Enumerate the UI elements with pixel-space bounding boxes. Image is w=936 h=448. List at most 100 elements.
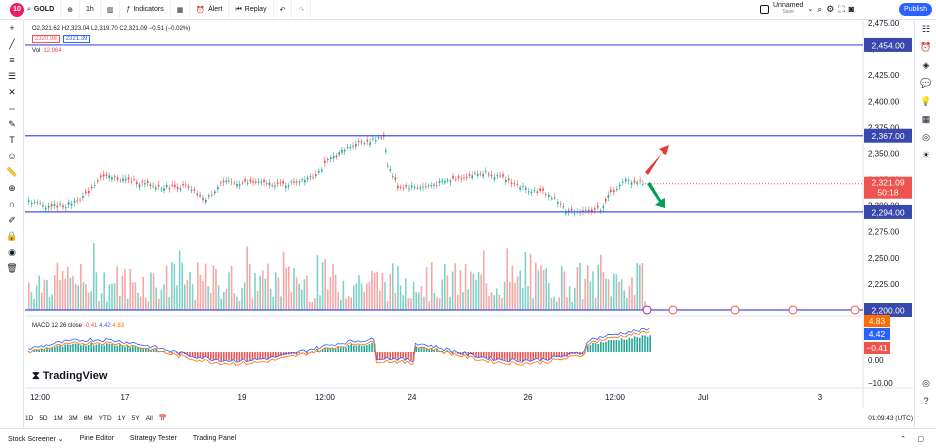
event-marker-icon[interactable] [642, 305, 652, 315]
candle-body [82, 195, 84, 198]
lock-icon[interactable]: 🔒 [6, 230, 18, 241]
goto-date-icon[interactable]: 📅 [158, 415, 167, 422]
price-tag-line4[interactable] [864, 303, 912, 317]
fib-icon[interactable]: ☰ [7, 70, 17, 81]
tab-stock-screener[interactable]: Stock Screener ⌄ [8, 435, 64, 443]
help-icon[interactable]: ? [923, 396, 929, 406]
user-avatar[interactable]: 10 [10, 2, 24, 17]
eye-icon[interactable]: ◉ [8, 246, 16, 257]
chat-icon[interactable]: 💬 [920, 77, 932, 88]
crosshair-icon[interactable]: + [9, 23, 15, 33]
trend-line-icon[interactable]: ╱ [9, 38, 15, 49]
gear-icon[interactable]: ⚙ [826, 3, 835, 14]
camera-icon[interactable]: ◙ [848, 4, 855, 14]
range-5d[interactable]: 5D [39, 414, 48, 422]
bid-box[interactable]: 2320.98 [32, 35, 60, 43]
macd-hist-bar [233, 352, 235, 360]
event-marker-icon[interactable] [850, 305, 860, 315]
candle-body [527, 191, 530, 193]
event-marker-icon[interactable] [788, 305, 798, 315]
signal-icon[interactable]: ◎ [922, 131, 930, 142]
undo-button[interactable]: ↶ [274, 0, 293, 20]
price-tag-line3[interactable] [864, 204, 912, 219]
utc-clock[interactable]: 01:09:43 (UTC) [868, 414, 913, 422]
symbol-search[interactable]: 10 ⌕ GOLD [0, 0, 62, 20]
tab-pine-editor[interactable]: Pine Editor [79, 435, 114, 442]
range-3m[interactable]: 3M [68, 414, 78, 422]
publish-button[interactable]: Publish [899, 3, 932, 16]
event-marker-icon[interactable] [730, 305, 740, 315]
alerts-icon[interactable]: ⏰ [920, 41, 932, 52]
macd-hist-bar [389, 352, 391, 360]
indicators-button[interactable]: ƒ Indicators [120, 0, 171, 20]
layers-icon[interactable]: ◈ [922, 59, 930, 70]
layout-name[interactable]: Unnamed Save [773, 2, 803, 16]
price-tag-line2[interactable] [864, 128, 912, 143]
range-ytd[interactable]: YTD [98, 414, 112, 422]
candle-body [343, 149, 346, 152]
range-1m[interactable]: 1M [53, 414, 63, 422]
compare-button[interactable]: ⊕ [61, 0, 81, 20]
volume-bar [511, 265, 514, 310]
price-tag-line1[interactable] [864, 37, 912, 52]
range-1d[interactable]: 1D [25, 414, 34, 422]
chart-canvas[interactable]: 2,475.002,450.002,425.002,400.002,375.00… [25, 20, 913, 408]
magnet-icon[interactable]: ∩ [8, 199, 16, 209]
projection-icon[interactable]: ⇔ [7, 103, 17, 113]
chart-type-button[interactable]: ▥ [101, 0, 121, 20]
macd-signal-line [27, 330, 650, 366]
pattern-icon[interactable]: ✕ [8, 86, 16, 97]
zoom-icon[interactable]: ⊕ [8, 182, 16, 193]
brush-icon[interactable]: ✎ [8, 118, 16, 129]
candle-body [228, 180, 230, 182]
range-1y[interactable]: 1Y [117, 414, 126, 422]
ruler-icon[interactable]: 📏 [6, 166, 18, 177]
watchlist-icon[interactable]: ☷ [921, 23, 931, 34]
macd-hist-bar [215, 352, 217, 360]
macd-hist-bar [145, 348, 147, 352]
notification-icon[interactable]: ☀ [921, 149, 931, 160]
layout-checkbox-icon[interactable] [760, 4, 769, 14]
candle-body [282, 181, 284, 184]
candle-body [330, 157, 332, 159]
chevron-down-icon[interactable]: ⌄ [807, 6, 814, 13]
volume-bar [93, 243, 95, 310]
collapse-icon[interactable]: ⌃ [900, 435, 906, 443]
redo-button[interactable]: ↷ [292, 0, 312, 20]
lock-drawing-icon[interactable]: ✐ [8, 214, 16, 225]
volume-bar [202, 280, 204, 310]
tab-trading-panel[interactable]: Trading Panel [192, 435, 237, 442]
current-price-tag[interactable] [864, 176, 912, 199]
macd-hist-bar [51, 347, 53, 352]
hline-tools-icon[interactable]: ≡ [9, 55, 15, 65]
candle-body [102, 174, 105, 177]
volume-bar [124, 268, 126, 310]
macd-hist-bar [548, 352, 550, 360]
calendar-icon[interactable]: ▦ [921, 113, 931, 124]
ask-box[interactable]: 2321.39 [62, 35, 91, 43]
target-icon[interactable]: ◎ [922, 377, 930, 388]
macd-hist-bar [236, 352, 238, 362]
macd-hist-bar [527, 352, 529, 360]
range-all[interactable]: All [145, 414, 153, 422]
range-6m[interactable]: 6M [83, 414, 93, 422]
candle-body [493, 177, 496, 180]
ideas-icon[interactable]: 💡 [920, 95, 932, 106]
trash-icon[interactable]: 🗑 [6, 262, 18, 273]
interval-label: 1h [86, 6, 94, 13]
text-icon[interactable]: T [9, 135, 15, 145]
macd-hist-value: -0.41 [83, 323, 98, 329]
tab-strategy-tester[interactable]: Strategy Tester [129, 435, 177, 442]
templates-button[interactable]: ▦ [171, 0, 191, 20]
range-5y[interactable]: 5Y [131, 414, 140, 422]
emoji-icon[interactable]: ☺ [7, 151, 17, 161]
search-icon[interactable]: ⌕ [817, 3, 823, 14]
replay-button[interactable]: ⏮ Replay [229, 0, 274, 20]
macd-hist-bar [550, 352, 553, 359]
interval-button[interactable]: 1h [80, 0, 101, 20]
alert-button[interactable]: ⏰ Alert [190, 0, 230, 20]
maximize-icon[interactable]: ▢ [917, 435, 924, 443]
fullscreen-icon[interactable]: ⛶ [838, 3, 845, 14]
event-marker-icon[interactable] [668, 305, 678, 315]
macd-hist-bar [142, 348, 144, 352]
